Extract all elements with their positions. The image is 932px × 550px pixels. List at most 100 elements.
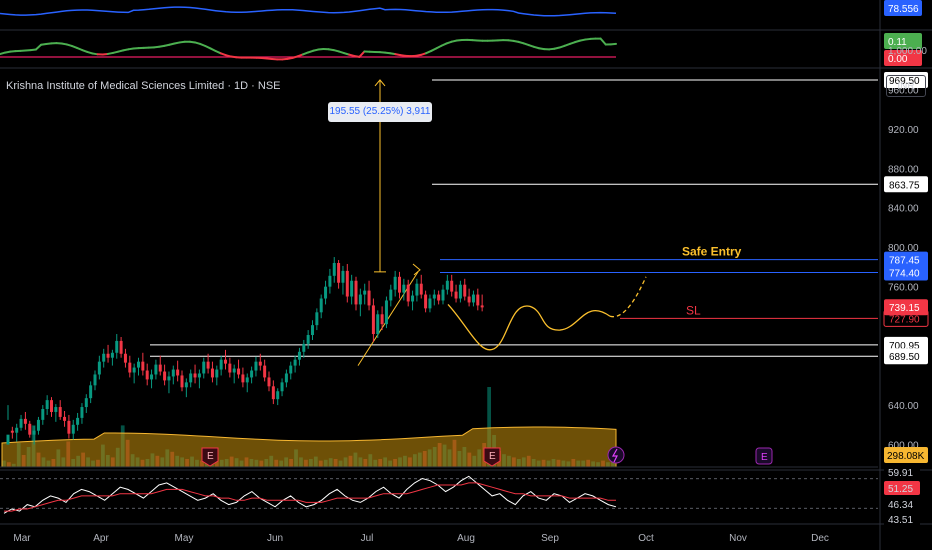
candle-body: [110, 352, 114, 358]
candle-body: [123, 353, 127, 363]
rsi-badge: [884, 497, 920, 511]
candle-body: [445, 280, 449, 290]
candle-body: [280, 382, 284, 392]
candle-body: [293, 359, 297, 366]
top-value-label: 0.00: [888, 54, 908, 65]
candle-body: [437, 294, 441, 301]
level-text: SL: [686, 303, 701, 317]
price-tick-label: 960.00: [888, 85, 919, 96]
volume-badge: [884, 447, 928, 463]
volume-badge-label: 298.08K: [887, 451, 925, 462]
candle-body: [45, 400, 49, 410]
price-tick-label: 880.00: [888, 164, 919, 175]
rsi-badge-label: 51.25: [888, 484, 913, 495]
candle-body: [54, 407, 58, 412]
candle-body: [237, 368, 241, 375]
candle-body: [432, 294, 436, 299]
top-value-label: 78.556: [888, 4, 919, 15]
top-value-badge: [884, 50, 922, 66]
candle-body: [132, 367, 136, 373]
candle-body: [328, 275, 332, 287]
candle-body: [128, 362, 132, 373]
candle-body: [15, 427, 19, 433]
candle-body: [398, 276, 401, 293]
candle-body: [89, 385, 93, 399]
candle-body: [480, 305, 484, 308]
candle-body: [458, 284, 462, 299]
candle-body: [84, 398, 88, 408]
time-tick-label: Nov: [729, 533, 747, 544]
drawings: [357, 79, 647, 366]
rsi-badge: [884, 512, 920, 526]
candle-body: [119, 340, 123, 354]
top-value-badge: [884, 33, 922, 49]
earnings-marker: [755, 447, 773, 465]
level-badge-label: 969.50: [889, 76, 920, 87]
candle-body: [10, 430, 14, 433]
candle-body: [345, 270, 349, 297]
candle-body: [289, 365, 293, 374]
candle-body: [271, 386, 275, 400]
rsi-badge: [884, 465, 920, 479]
candle-body: [393, 276, 397, 290]
candle-body: [315, 312, 319, 326]
candle-body: [102, 353, 106, 362]
rsi-pane: 59.91 51.25 46.34 43.51: [0, 465, 932, 526]
candle-body: [367, 290, 371, 306]
level-badge: [884, 348, 928, 365]
level-badge-label: 863.75: [889, 180, 920, 191]
time-tick-label: Aug: [457, 533, 475, 544]
level-badge: [884, 251, 928, 268]
level-text: Safe Entry: [682, 245, 742, 259]
candle-body: [6, 434, 10, 445]
chart-title: Krishna Institute of Medical Sciences Li…: [6, 80, 281, 92]
candle-body: [267, 377, 271, 387]
level-badge-label: 689.50: [889, 352, 920, 363]
candle-body: [415, 283, 419, 296]
price-tick-label: 760.00: [888, 283, 919, 294]
candle-body: [376, 314, 380, 335]
candle-body: [358, 294, 362, 305]
candle-body: [76, 417, 80, 425]
volume-ma-area: [1, 426, 617, 468]
candle-body: [324, 286, 328, 299]
price-tick-label: 920.00: [888, 125, 919, 136]
candle-body: [145, 370, 149, 380]
candle-body: [476, 294, 480, 306]
candle-body: [180, 375, 184, 388]
time-tick-label: Sep: [541, 533, 559, 544]
candle-body: [341, 270, 345, 283]
price-tick-label: 600.00: [888, 441, 919, 452]
candle-body: [32, 430, 36, 435]
candle-body: [210, 368, 214, 378]
currency-button[interactable]: INR: [886, 75, 926, 97]
candle-body: [428, 298, 432, 309]
candle-body: [337, 262, 341, 283]
price-tick-label: 640.00: [888, 401, 919, 412]
candle-body: [93, 374, 97, 386]
top-osc-segment: [358, 50, 366, 58]
rsi-badge-label: 46.34: [888, 500, 913, 511]
candle-body: [202, 361, 206, 374]
level-badge: [884, 176, 928, 193]
cup-curve: [447, 303, 611, 351]
time-tick-label: Oct: [638, 533, 654, 544]
candle-body: [28, 423, 32, 435]
price-levels: Safe Entry SL: [150, 79, 878, 357]
candle-body: [36, 419, 40, 431]
earnings-marker-label: E: [761, 452, 768, 463]
projection-curve: [609, 276, 647, 318]
earnings-marker: [201, 447, 219, 467]
last-price-label: 739.15: [889, 303, 920, 314]
candle-body: [163, 371, 167, 381]
candle-body: [276, 391, 280, 400]
time-tick-label: Mar: [13, 533, 31, 544]
trend-arrowhead: [412, 263, 421, 276]
candle-body: [171, 369, 175, 377]
candle-body: [189, 373, 193, 383]
candle-body: [150, 374, 154, 380]
time-tick-label: Jun: [267, 533, 283, 544]
rsi-badge-label: 43.51: [888, 515, 913, 526]
